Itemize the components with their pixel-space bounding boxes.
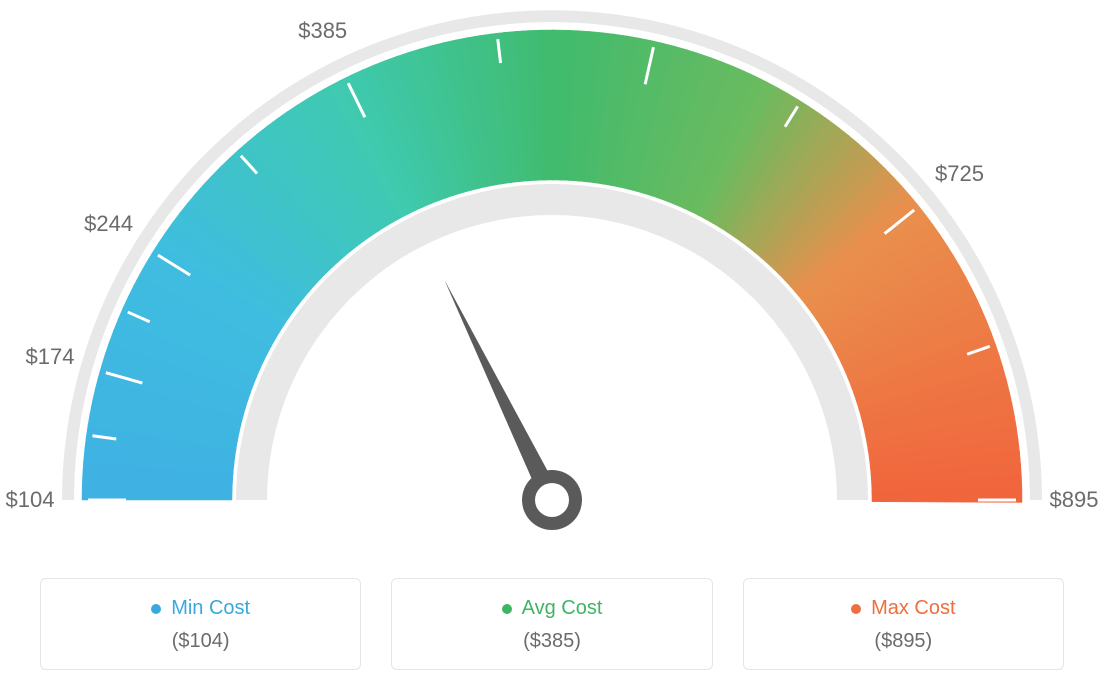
tick-label: $725 — [935, 161, 984, 187]
legend-card-min: Min Cost ($104) — [40, 578, 361, 670]
legend-row: Min Cost ($104) Avg Cost ($385) Max Cost… — [40, 578, 1064, 670]
legend-title-min-text: Min Cost — [171, 597, 250, 620]
tick-label: $174 — [26, 344, 75, 370]
tick-label: $555 — [642, 0, 691, 4]
legend-dot-avg — [502, 604, 512, 614]
legend-dot-max — [851, 604, 861, 614]
legend-title-avg-text: Avg Cost — [522, 597, 603, 620]
legend-title-max-text: Max Cost — [871, 597, 955, 620]
legend-title-min: Min Cost — [151, 597, 250, 620]
gauge-chart: $104 $174 $244 $385 $555 $725 $895 — [0, 0, 1104, 560]
legend-value-min: ($104) — [51, 630, 350, 653]
tick-label: $895 — [1050, 487, 1099, 513]
legend-title-avg: Avg Cost — [502, 597, 603, 620]
tick-label: $244 — [84, 211, 133, 237]
legend-dot-min — [151, 604, 161, 614]
tick-label: $104 — [6, 487, 55, 513]
legend-value-max: ($895) — [754, 630, 1053, 653]
legend-card-max: Max Cost ($895) — [743, 578, 1064, 670]
legend-card-avg: Avg Cost ($385) — [391, 578, 712, 670]
tick-label: $385 — [298, 18, 347, 44]
legend-value-avg: ($385) — [402, 630, 701, 653]
legend-title-max: Max Cost — [851, 597, 955, 620]
gauge-svg — [0, 0, 1104, 560]
